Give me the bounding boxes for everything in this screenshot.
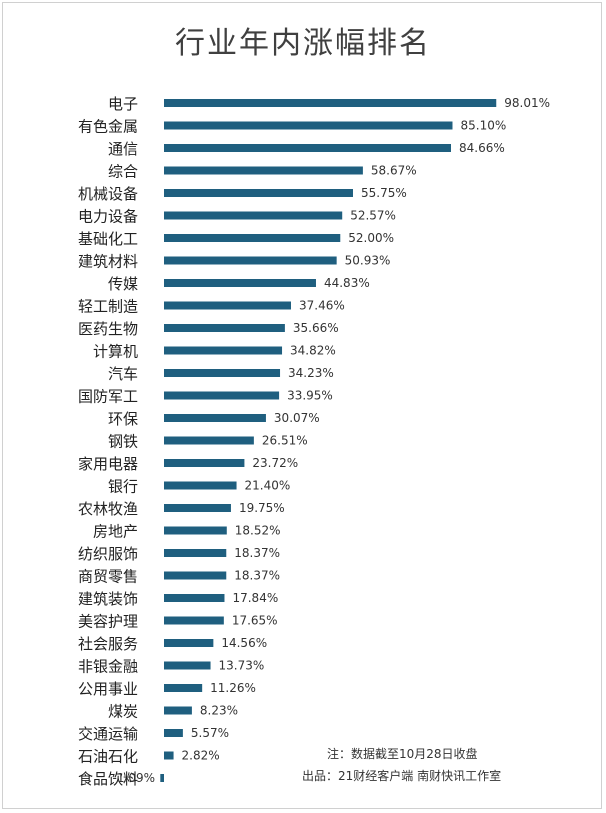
bar-美容护理	[164, 616, 224, 625]
value-label: 26.51%	[262, 434, 308, 448]
category-label: 钢铁	[108, 433, 138, 451]
category-label: 公用事业	[78, 680, 138, 698]
bar-通信	[164, 144, 451, 152]
bar-有色金属	[164, 121, 453, 130]
value-label: 18.37%	[234, 569, 280, 583]
bar-商贸零售	[164, 571, 227, 580]
value-label: 35.66%	[293, 321, 339, 335]
bar-公用事业	[164, 684, 203, 692]
category-label: 通信	[108, 140, 138, 158]
value-label: 11.26%	[210, 681, 256, 695]
value-label: 13.73%	[219, 659, 265, 673]
bar-建筑材料	[164, 256, 337, 265]
bar-房地产	[164, 526, 227, 535]
bar-交通运输	[164, 729, 183, 737]
value-label: 8.23%	[200, 704, 238, 718]
value-label: 18.52%	[235, 524, 281, 538]
value-label: 34.23%	[288, 366, 334, 380]
chart-title: 行业年内涨幅排名	[175, 26, 431, 61]
category-label: 石油石化	[78, 748, 138, 766]
category-label: 家用电器	[78, 455, 138, 473]
category-label: 房地产	[93, 523, 138, 541]
bar-环保	[164, 414, 266, 422]
value-label: 2.82%	[182, 749, 220, 763]
value-label: 17.65%	[232, 614, 278, 628]
category-label: 食品饮料	[78, 770, 138, 788]
bar-银行	[164, 481, 237, 490]
category-label: 环保	[108, 410, 138, 428]
value-label: 19.75%	[239, 501, 285, 515]
bar-汽车	[164, 369, 281, 377]
value-label: 98.01%	[504, 96, 550, 110]
value-label: 14.56%	[221, 636, 267, 650]
value-label: 84.66%	[459, 141, 505, 155]
value-label: 23.72%	[252, 456, 298, 470]
bar-社会服务	[164, 639, 214, 647]
category-label: 社会服务	[78, 635, 138, 653]
category-label: 综合	[108, 163, 138, 181]
bar-煤炭	[164, 706, 192, 715]
value-label: 55.75%	[361, 186, 407, 200]
bar-计算机	[164, 346, 283, 355]
category-label: 银行	[108, 478, 138, 496]
bar-医药生物	[164, 324, 285, 332]
category-label: 交通运输	[78, 725, 138, 743]
category-label: 煤炭	[108, 703, 138, 721]
category-label: 商贸零售	[78, 568, 138, 586]
category-label: 非银金融	[78, 658, 138, 676]
value-label: 44.83%	[324, 276, 370, 290]
bar-家用电器	[164, 459, 245, 467]
bar-非银金融	[164, 661, 211, 670]
value-label: 37.46%	[299, 299, 345, 313]
value-label: 33.95%	[287, 389, 333, 403]
bar-食品饮料	[160, 774, 164, 782]
value-label: 85.10%	[460, 119, 506, 133]
category-label: 国防军工	[78, 388, 138, 406]
bar-传媒	[164, 279, 316, 287]
category-label: 基础化工	[78, 230, 138, 248]
bar-机械设备	[164, 189, 353, 197]
category-label: 电子	[108, 95, 138, 113]
bar-建筑装饰	[164, 594, 225, 602]
category-label: 农林牧渔	[78, 500, 138, 518]
value-label: 18.37%	[234, 546, 280, 560]
value-label: 5.57%	[191, 726, 229, 740]
category-label: 纺织服饰	[78, 545, 138, 563]
value-label: 21.40%	[245, 479, 291, 493]
bar-纺织服饰	[164, 549, 227, 557]
bar-电子	[164, 99, 497, 107]
bar-钢铁	[164, 436, 254, 445]
category-label: 美容护理	[78, 613, 138, 631]
value-label: 52.00%	[348, 231, 394, 245]
value-label: 17.84%	[232, 591, 278, 605]
data-note: 注：数据截至10月28日收盘	[327, 747, 478, 761]
category-label: 汽车	[108, 365, 138, 383]
category-label: 传媒	[108, 275, 138, 293]
bar-农林牧渔	[164, 504, 231, 512]
category-label: 建筑装饰	[78, 590, 138, 608]
value-label: 30.07%	[274, 411, 320, 425]
category-label: 机械设备	[78, 185, 138, 203]
bar-基础化工	[164, 234, 341, 242]
bar-轻工制造	[164, 301, 291, 310]
value-label: 34.82%	[290, 344, 336, 358]
value-label: 50.93%	[345, 254, 391, 268]
value-label: 52.57%	[350, 209, 396, 223]
bar-电力设备	[164, 211, 343, 220]
category-label: 有色金属	[78, 118, 138, 136]
value-label: 58.67%	[371, 164, 417, 178]
bar-石油石化	[164, 751, 174, 760]
bar-国防军工	[164, 391, 280, 400]
bar-综合	[164, 166, 363, 175]
source-note: 出品：21财经客户端 南财快讯工作室	[302, 769, 502, 783]
category-label: 医药生物	[78, 320, 138, 338]
category-label: 计算机	[93, 343, 138, 361]
category-label: 建筑材料	[78, 253, 138, 271]
category-label: 电力设备	[78, 208, 138, 226]
category-label: 轻工制造	[78, 298, 138, 316]
value-label: -1.09%	[113, 771, 155, 785]
